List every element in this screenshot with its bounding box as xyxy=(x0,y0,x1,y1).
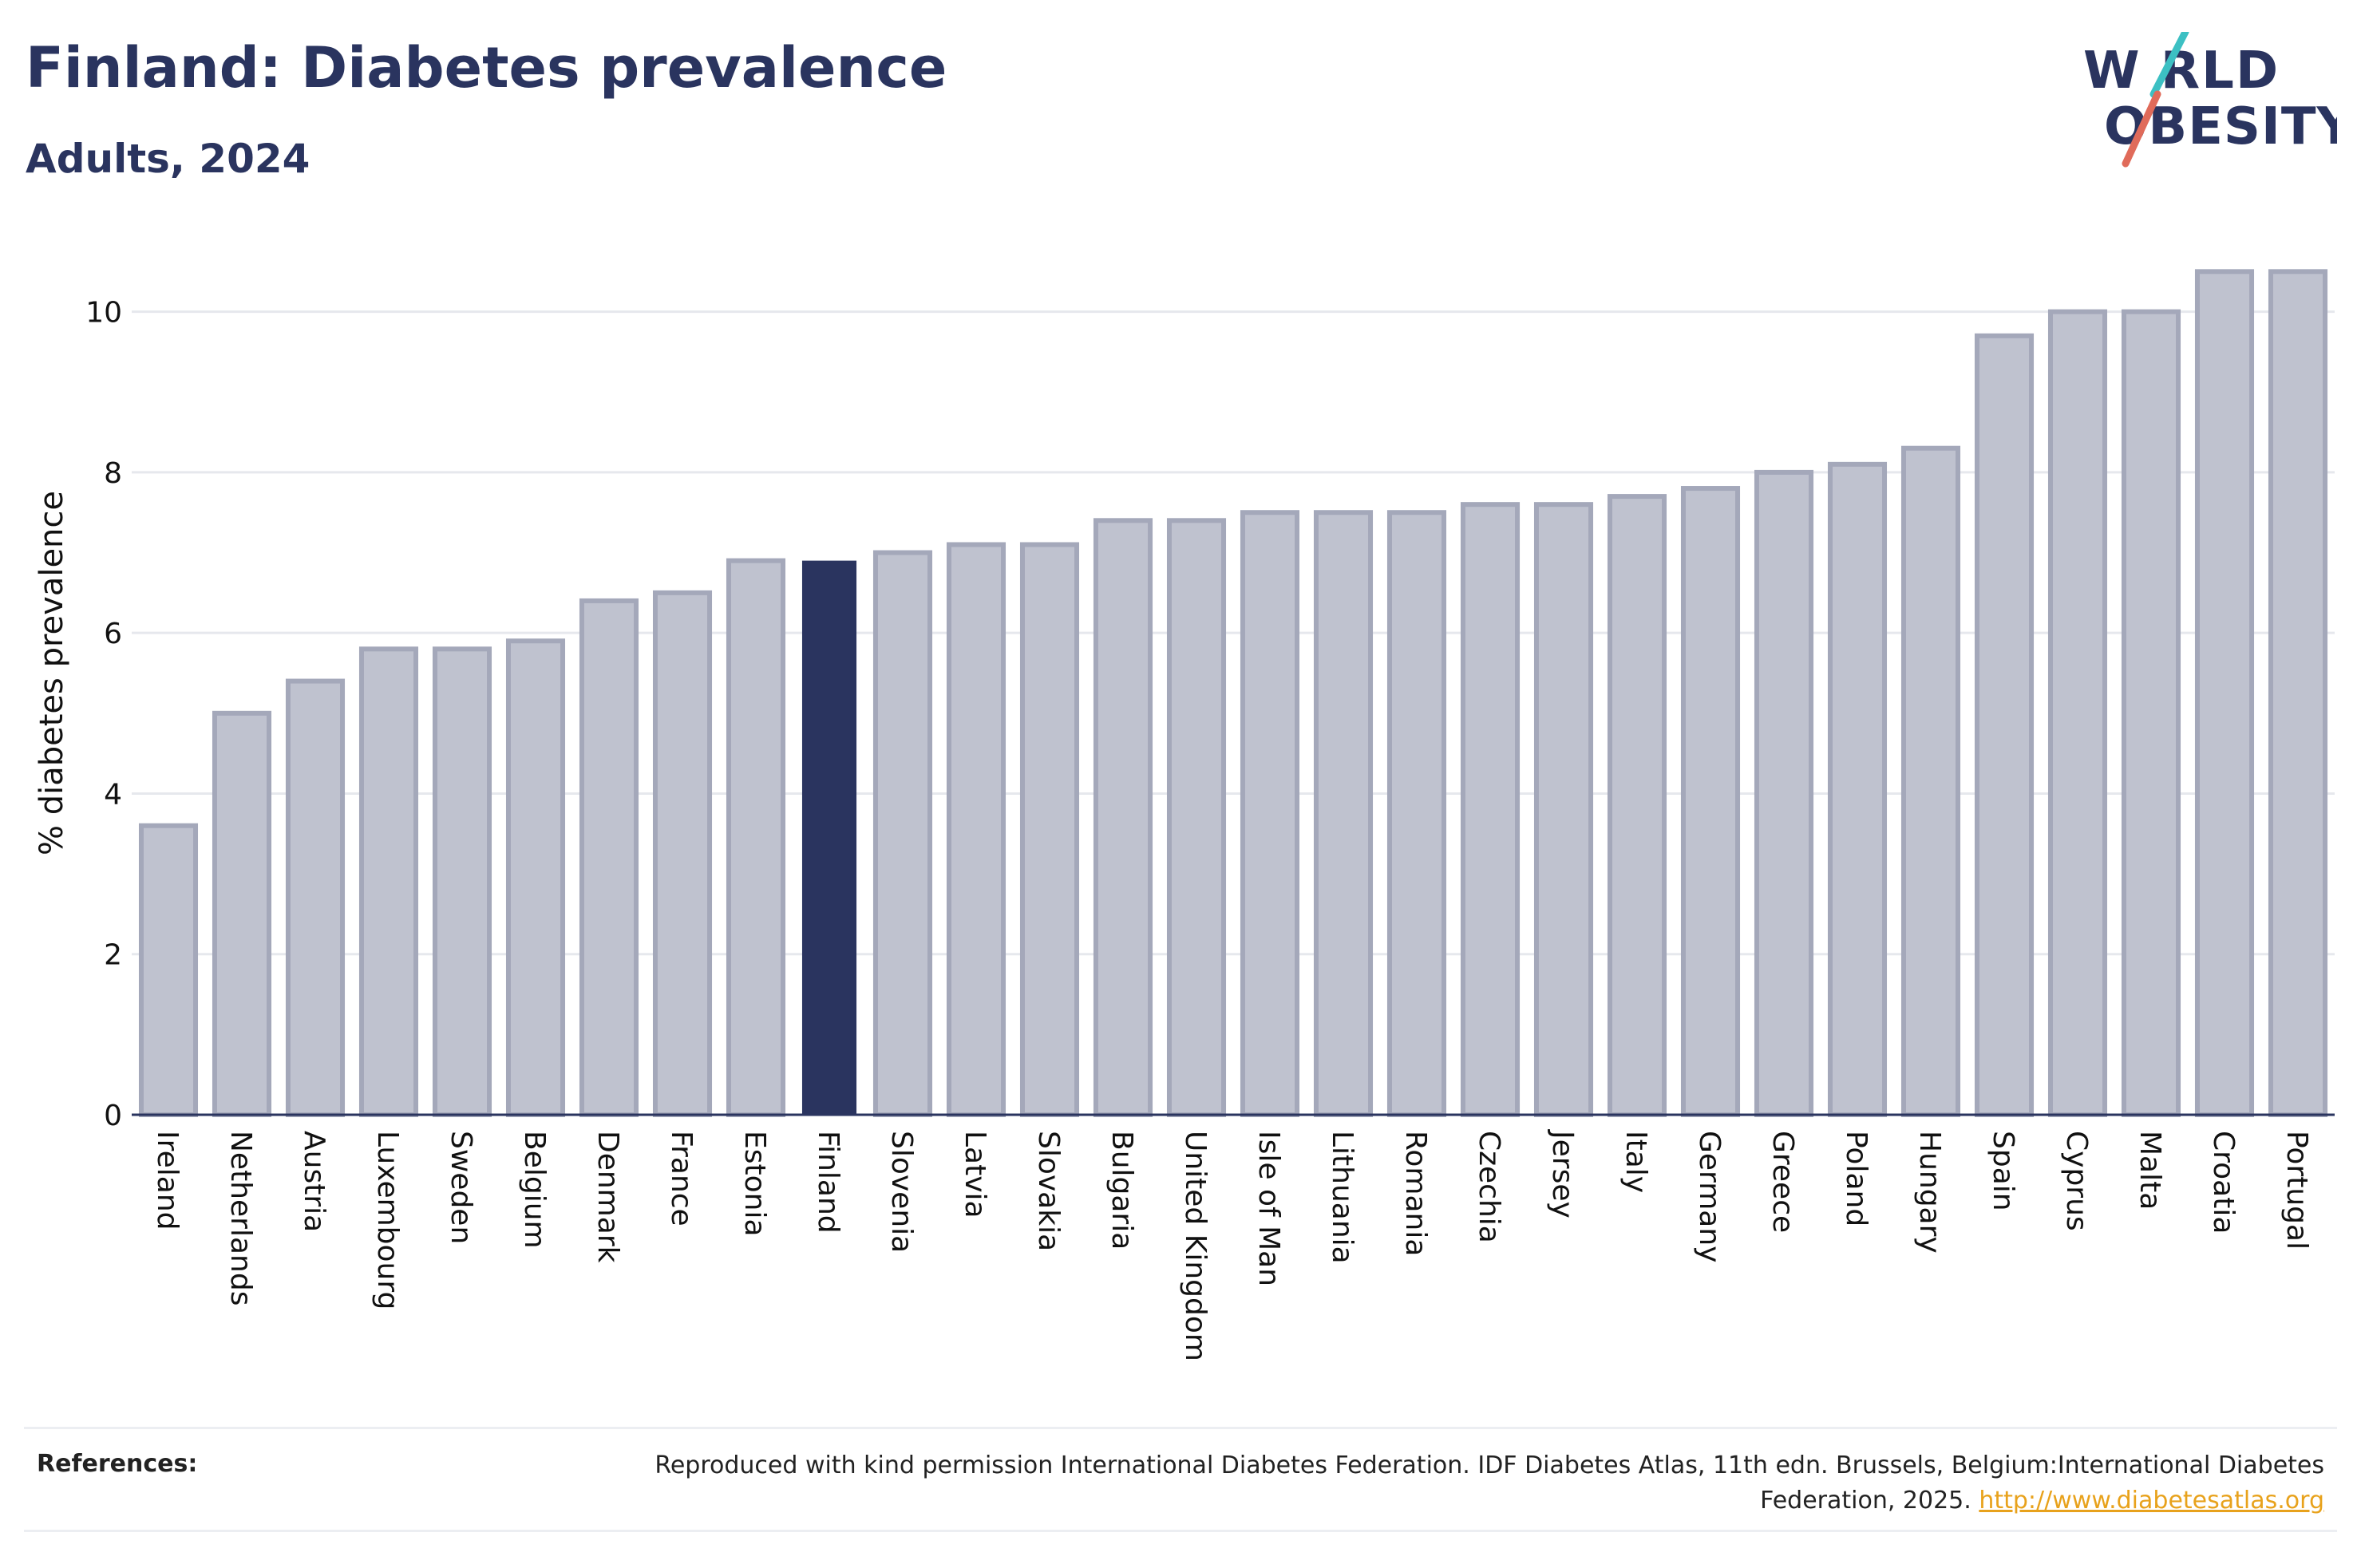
x-tick-label: Isle of Man xyxy=(1252,1131,1285,1286)
bar xyxy=(579,598,639,1118)
bar xyxy=(1754,469,1814,1117)
x-tick-label: Sweden xyxy=(445,1131,477,1244)
x-tick-label: Lithuania xyxy=(1326,1131,1358,1264)
chart-title: Finland: Diabetes prevalence xyxy=(26,35,947,101)
references-text: Reproduced with kind permission Internat… xyxy=(655,1451,2324,1515)
x-tick-label: Ireland xyxy=(151,1131,184,1230)
world-obesity-logo: W RLD OBESITY xyxy=(2082,28,2354,168)
bar xyxy=(505,638,566,1117)
x-tick-label: Luxembourg xyxy=(371,1131,404,1309)
bar xyxy=(2047,309,2108,1118)
y-tick-label: 0 xyxy=(104,1100,122,1132)
references-link[interactable]: http://www.diabetesatlas.org xyxy=(1979,1487,2324,1515)
logo-slash-red xyxy=(2122,90,2161,168)
x-tick-label: Czechia xyxy=(1473,1131,1505,1243)
bar xyxy=(946,542,1006,1117)
chart-subtitle: Adults, 2024 xyxy=(26,136,310,182)
bar xyxy=(652,590,713,1117)
bar xyxy=(138,823,199,1118)
bar xyxy=(1827,461,1888,1117)
bar xyxy=(1019,542,1080,1117)
x-tick-label: Greece xyxy=(1766,1131,1799,1233)
y-tick-label: 2 xyxy=(104,939,122,972)
x-tick-label: Hungary xyxy=(1913,1131,1946,1254)
y-axis-title: % diabetes prevalence xyxy=(34,491,70,855)
bar xyxy=(1900,445,1961,1117)
bar xyxy=(1607,494,1667,1118)
bar xyxy=(1093,518,1153,1118)
x-tick-label: Romania xyxy=(1399,1131,1432,1256)
x-tick-label: Poland xyxy=(1840,1131,1873,1226)
x-tick-label: Jersey xyxy=(1546,1129,1579,1218)
x-tick-label: Italy xyxy=(1619,1131,1652,1193)
x-tick-label: Slovakia xyxy=(1032,1131,1065,1251)
references-panel: References: Reproduced with kind permiss… xyxy=(24,1427,2337,1532)
bar-chart: 0 2 4 6 8 10 % diabetes prevalence Ireland Nethe… xyxy=(0,207,2361,1404)
x-tick-label: Malta xyxy=(2134,1131,2166,1210)
bar xyxy=(285,678,346,1117)
x-tick-label: Estonia xyxy=(738,1131,771,1237)
x-tick-label: Austria xyxy=(298,1131,330,1232)
logo-line-1: W RLD xyxy=(2083,41,2280,101)
bar xyxy=(432,646,492,1117)
bar xyxy=(1240,510,1300,1117)
bar xyxy=(2194,269,2255,1117)
x-tick-label: Belgium xyxy=(518,1131,551,1249)
references-text-block: Reproduced with kind permission Internat… xyxy=(648,1448,2324,1519)
bar xyxy=(726,558,786,1118)
y-tick-label: 6 xyxy=(104,618,122,650)
x-tick-label: Cyprus xyxy=(2060,1131,2093,1231)
x-tick-label: Bulgaria xyxy=(1105,1131,1138,1250)
bar xyxy=(1974,333,2035,1117)
bar xyxy=(1313,510,1374,1117)
y-tick-label: 8 xyxy=(104,457,122,490)
y-tick-label: 4 xyxy=(104,778,122,811)
x-tick-label: Spain xyxy=(1987,1131,2019,1211)
references-label: References: xyxy=(37,1450,198,1478)
bar xyxy=(801,560,857,1115)
bar xyxy=(1460,502,1521,1117)
x-tick-label: Denmark xyxy=(591,1131,624,1263)
x-tick-label: United Kingdom xyxy=(1179,1131,1212,1361)
bar xyxy=(2268,269,2328,1117)
x-tick-label: Germany xyxy=(1693,1131,1726,1262)
bar xyxy=(872,550,933,1117)
bar-chart-svg: 0 2 4 6 8 10 % diabetes prevalence Ireland Nethe… xyxy=(34,269,2335,1361)
x-tick-label: Finland xyxy=(812,1131,844,1234)
bar xyxy=(1680,486,1741,1117)
x-tick-label: France xyxy=(665,1131,698,1226)
x-tick-label: Portugal xyxy=(2280,1131,2313,1250)
x-tick-label: Netherlands xyxy=(224,1131,257,1305)
x-tick-label: Slovenia xyxy=(885,1131,918,1253)
x-tick-label: Croatia xyxy=(2207,1131,2240,1234)
y-tick-label: 10 xyxy=(85,297,122,330)
logo-slash-teal xyxy=(2149,28,2189,98)
x-tick-label: Latvia xyxy=(959,1131,991,1218)
bar xyxy=(1386,510,1447,1117)
bar xyxy=(2121,309,2181,1118)
world-obesity-logo-graphic: W RLD OBESITY xyxy=(2083,28,2354,168)
bar xyxy=(1166,518,1227,1118)
bar xyxy=(358,646,419,1117)
bar xyxy=(1533,502,1594,1117)
bar xyxy=(212,710,272,1117)
